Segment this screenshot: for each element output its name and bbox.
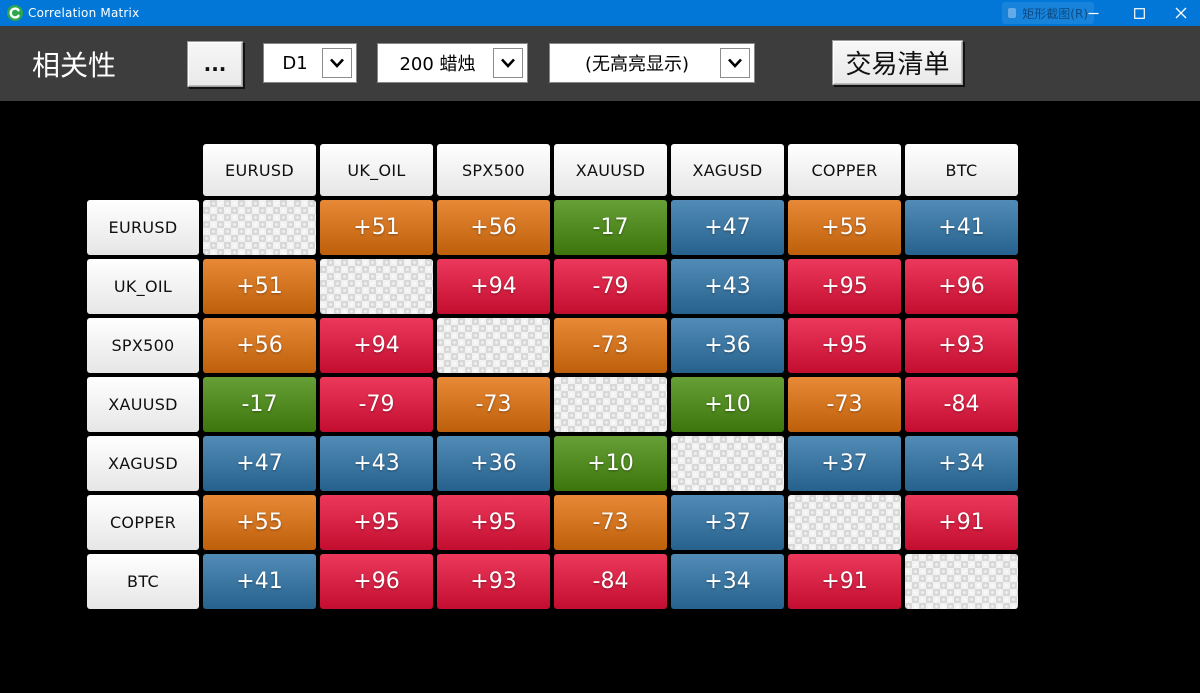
matrix-cell-COPPER-EURUSD[interactable]: +55 (203, 495, 316, 550)
window-title: Correlation Matrix (28, 6, 140, 20)
matrix-cell-EURUSD-XAGUSD[interactable]: +47 (671, 200, 784, 255)
minimize-icon (1088, 12, 1098, 14)
row-header-XAUUSD: XAUUSD (87, 377, 199, 432)
chevron-down-icon (720, 48, 750, 78)
column-header-UK_OIL: UK_OIL (320, 144, 433, 196)
matrix-cell-EURUSD-COPPER[interactable]: +55 (788, 200, 901, 255)
matrix-cell-BTC-XAGUSD[interactable]: +34 (671, 554, 784, 609)
matrix-cell-UK_OIL-XAGUSD[interactable]: +43 (671, 259, 784, 314)
highlight-mode-value: (无高亮显示) (584, 54, 690, 75)
trade-list-button[interactable]: 交易清单 (832, 40, 963, 85)
column-header-EURUSD: EURUSD (203, 144, 316, 196)
matrix-cell-XAGUSD-UK_OIL[interactable]: +43 (320, 436, 433, 491)
matrix-cell-EURUSD-XAUUSD[interactable]: -17 (554, 200, 667, 255)
matrix-cell-UK_OIL-COPPER[interactable]: +95 (788, 259, 901, 314)
chevron-down-icon (493, 48, 523, 78)
matrix-cell-EURUSD-UK_OIL[interactable]: +51 (320, 200, 433, 255)
candles-count-select[interactable]: 200 蜡烛 (377, 43, 528, 83)
column-header-COPPER: COPPER (788, 144, 901, 196)
matrix-cell-SPX500-XAGUSD[interactable]: +36 (671, 318, 784, 373)
matrix-cell-XAGUSD-BTC[interactable]: +34 (905, 436, 1018, 491)
matrix-cell-SPX500-COPPER[interactable]: +95 (788, 318, 901, 373)
matrix-cell-UK_OIL-UK_OIL (320, 259, 433, 314)
matrix-cell-XAUUSD-BTC[interactable]: -84 (905, 377, 1018, 432)
matrix-cell-COPPER-COPPER (788, 495, 901, 550)
matrix-cell-XAGUSD-XAGUSD (671, 436, 784, 491)
matrix-cell-UK_OIL-SPX500[interactable]: +94 (437, 259, 550, 314)
matrix-cell-EURUSD-EURUSD (203, 200, 316, 255)
row-header-BTC: BTC (87, 554, 199, 609)
matrix-cell-SPX500-XAUUSD[interactable]: -73 (554, 318, 667, 373)
row-header-SPX500: SPX500 (87, 318, 199, 373)
matrix-cell-COPPER-XAGUSD[interactable]: +37 (671, 495, 784, 550)
matrix-cell-COPPER-SPX500[interactable]: +95 (437, 495, 550, 550)
matrix-cell-XAGUSD-XAUUSD[interactable]: +10 (554, 436, 667, 491)
app-icon (7, 5, 23, 21)
matrix-cell-COPPER-BTC[interactable]: +91 (905, 495, 1018, 550)
matrix-cell-BTC-EURUSD[interactable]: +41 (203, 554, 316, 609)
matrix-cell-XAGUSD-SPX500[interactable]: +36 (437, 436, 550, 491)
more-options-button[interactable]: ... (187, 41, 243, 87)
row-header-XAGUSD: XAGUSD (87, 436, 199, 491)
correlation-matrix: EURUSD UK_OIL SPX500 XAUUSD XAGUSD COPPER BTC E… (87, 144, 1018, 609)
row-header-UK_OIL: UK_OIL (87, 259, 199, 314)
column-header-XAGUSD: XAGUSD (671, 144, 784, 196)
close-button[interactable] (1162, 0, 1200, 26)
matrix-cell-COPPER-UK_OIL[interactable]: +95 (320, 495, 433, 550)
column-header-XAUUSD: XAUUSD (554, 144, 667, 196)
screenshot-tool-icon (1008, 8, 1017, 18)
panel-title: 相关性 (32, 48, 117, 82)
titlebar: Correlation Matrix 矩形截图(R) (0, 0, 1200, 26)
column-header-BTC: BTC (905, 144, 1018, 196)
maximize-button[interactable] (1116, 0, 1162, 26)
matrix-cell-UK_OIL-XAUUSD[interactable]: -79 (554, 259, 667, 314)
matrix-cell-UK_OIL-EURUSD[interactable]: +51 (203, 259, 316, 314)
matrix-cell-XAUUSD-EURUSD[interactable]: -17 (203, 377, 316, 432)
row-header-COPPER: COPPER (87, 495, 199, 550)
matrix-cell-SPX500-UK_OIL[interactable]: +94 (320, 318, 433, 373)
close-icon (1175, 7, 1187, 19)
matrix-cell-EURUSD-SPX500[interactable]: +56 (437, 200, 550, 255)
matrix-cell-BTC-BTC (905, 554, 1018, 609)
matrix-cell-SPX500-SPX500 (437, 318, 550, 373)
chevron-down-icon (322, 48, 352, 78)
row-header-EURUSD: EURUSD (87, 200, 199, 255)
caption-buttons (1070, 0, 1200, 26)
matrix-cell-COPPER-XAUUSD[interactable]: -73 (554, 495, 667, 550)
matrix-cell-EURUSD-BTC[interactable]: +41 (905, 200, 1018, 255)
matrix-cell-BTC-COPPER[interactable]: +91 (788, 554, 901, 609)
timeframe-select[interactable]: D1 (263, 43, 357, 83)
matrix-corner (87, 144, 199, 196)
matrix-cell-XAUUSD-COPPER[interactable]: -73 (788, 377, 901, 432)
matrix-cell-XAUUSD-XAUUSD (554, 377, 667, 432)
matrix-cell-SPX500-EURUSD[interactable]: +56 (203, 318, 316, 373)
maximize-icon (1133, 7, 1145, 19)
matrix-cell-XAUUSD-XAGUSD[interactable]: +10 (671, 377, 784, 432)
ghost-overlay-label: 矩形截图(R) (1022, 6, 1088, 21)
minimize-button[interactable] (1070, 0, 1116, 26)
matrix-cell-XAGUSD-EURUSD[interactable]: +47 (203, 436, 316, 491)
matrix-cell-BTC-UK_OIL[interactable]: +96 (320, 554, 433, 609)
matrix-cell-SPX500-BTC[interactable]: +93 (905, 318, 1018, 373)
matrix-cell-UK_OIL-BTC[interactable]: +96 (905, 259, 1018, 314)
column-header-SPX500: SPX500 (437, 144, 550, 196)
timeframe-value: D1 (282, 52, 308, 74)
matrix-cell-BTC-SPX500[interactable]: +93 (437, 554, 550, 609)
ghost-overlay: 矩形截图(R) (1002, 2, 1094, 24)
candles-count-value: 200 蜡烛 (399, 54, 476, 75)
matrix-cell-XAGUSD-COPPER[interactable]: +37 (788, 436, 901, 491)
highlight-mode-select[interactable]: (无高亮显示) (549, 43, 755, 83)
matrix-cell-XAUUSD-SPX500[interactable]: -73 (437, 377, 550, 432)
matrix-cell-XAUUSD-UK_OIL[interactable]: -79 (320, 377, 433, 432)
matrix-cell-BTC-XAUUSD[interactable]: -84 (554, 554, 667, 609)
